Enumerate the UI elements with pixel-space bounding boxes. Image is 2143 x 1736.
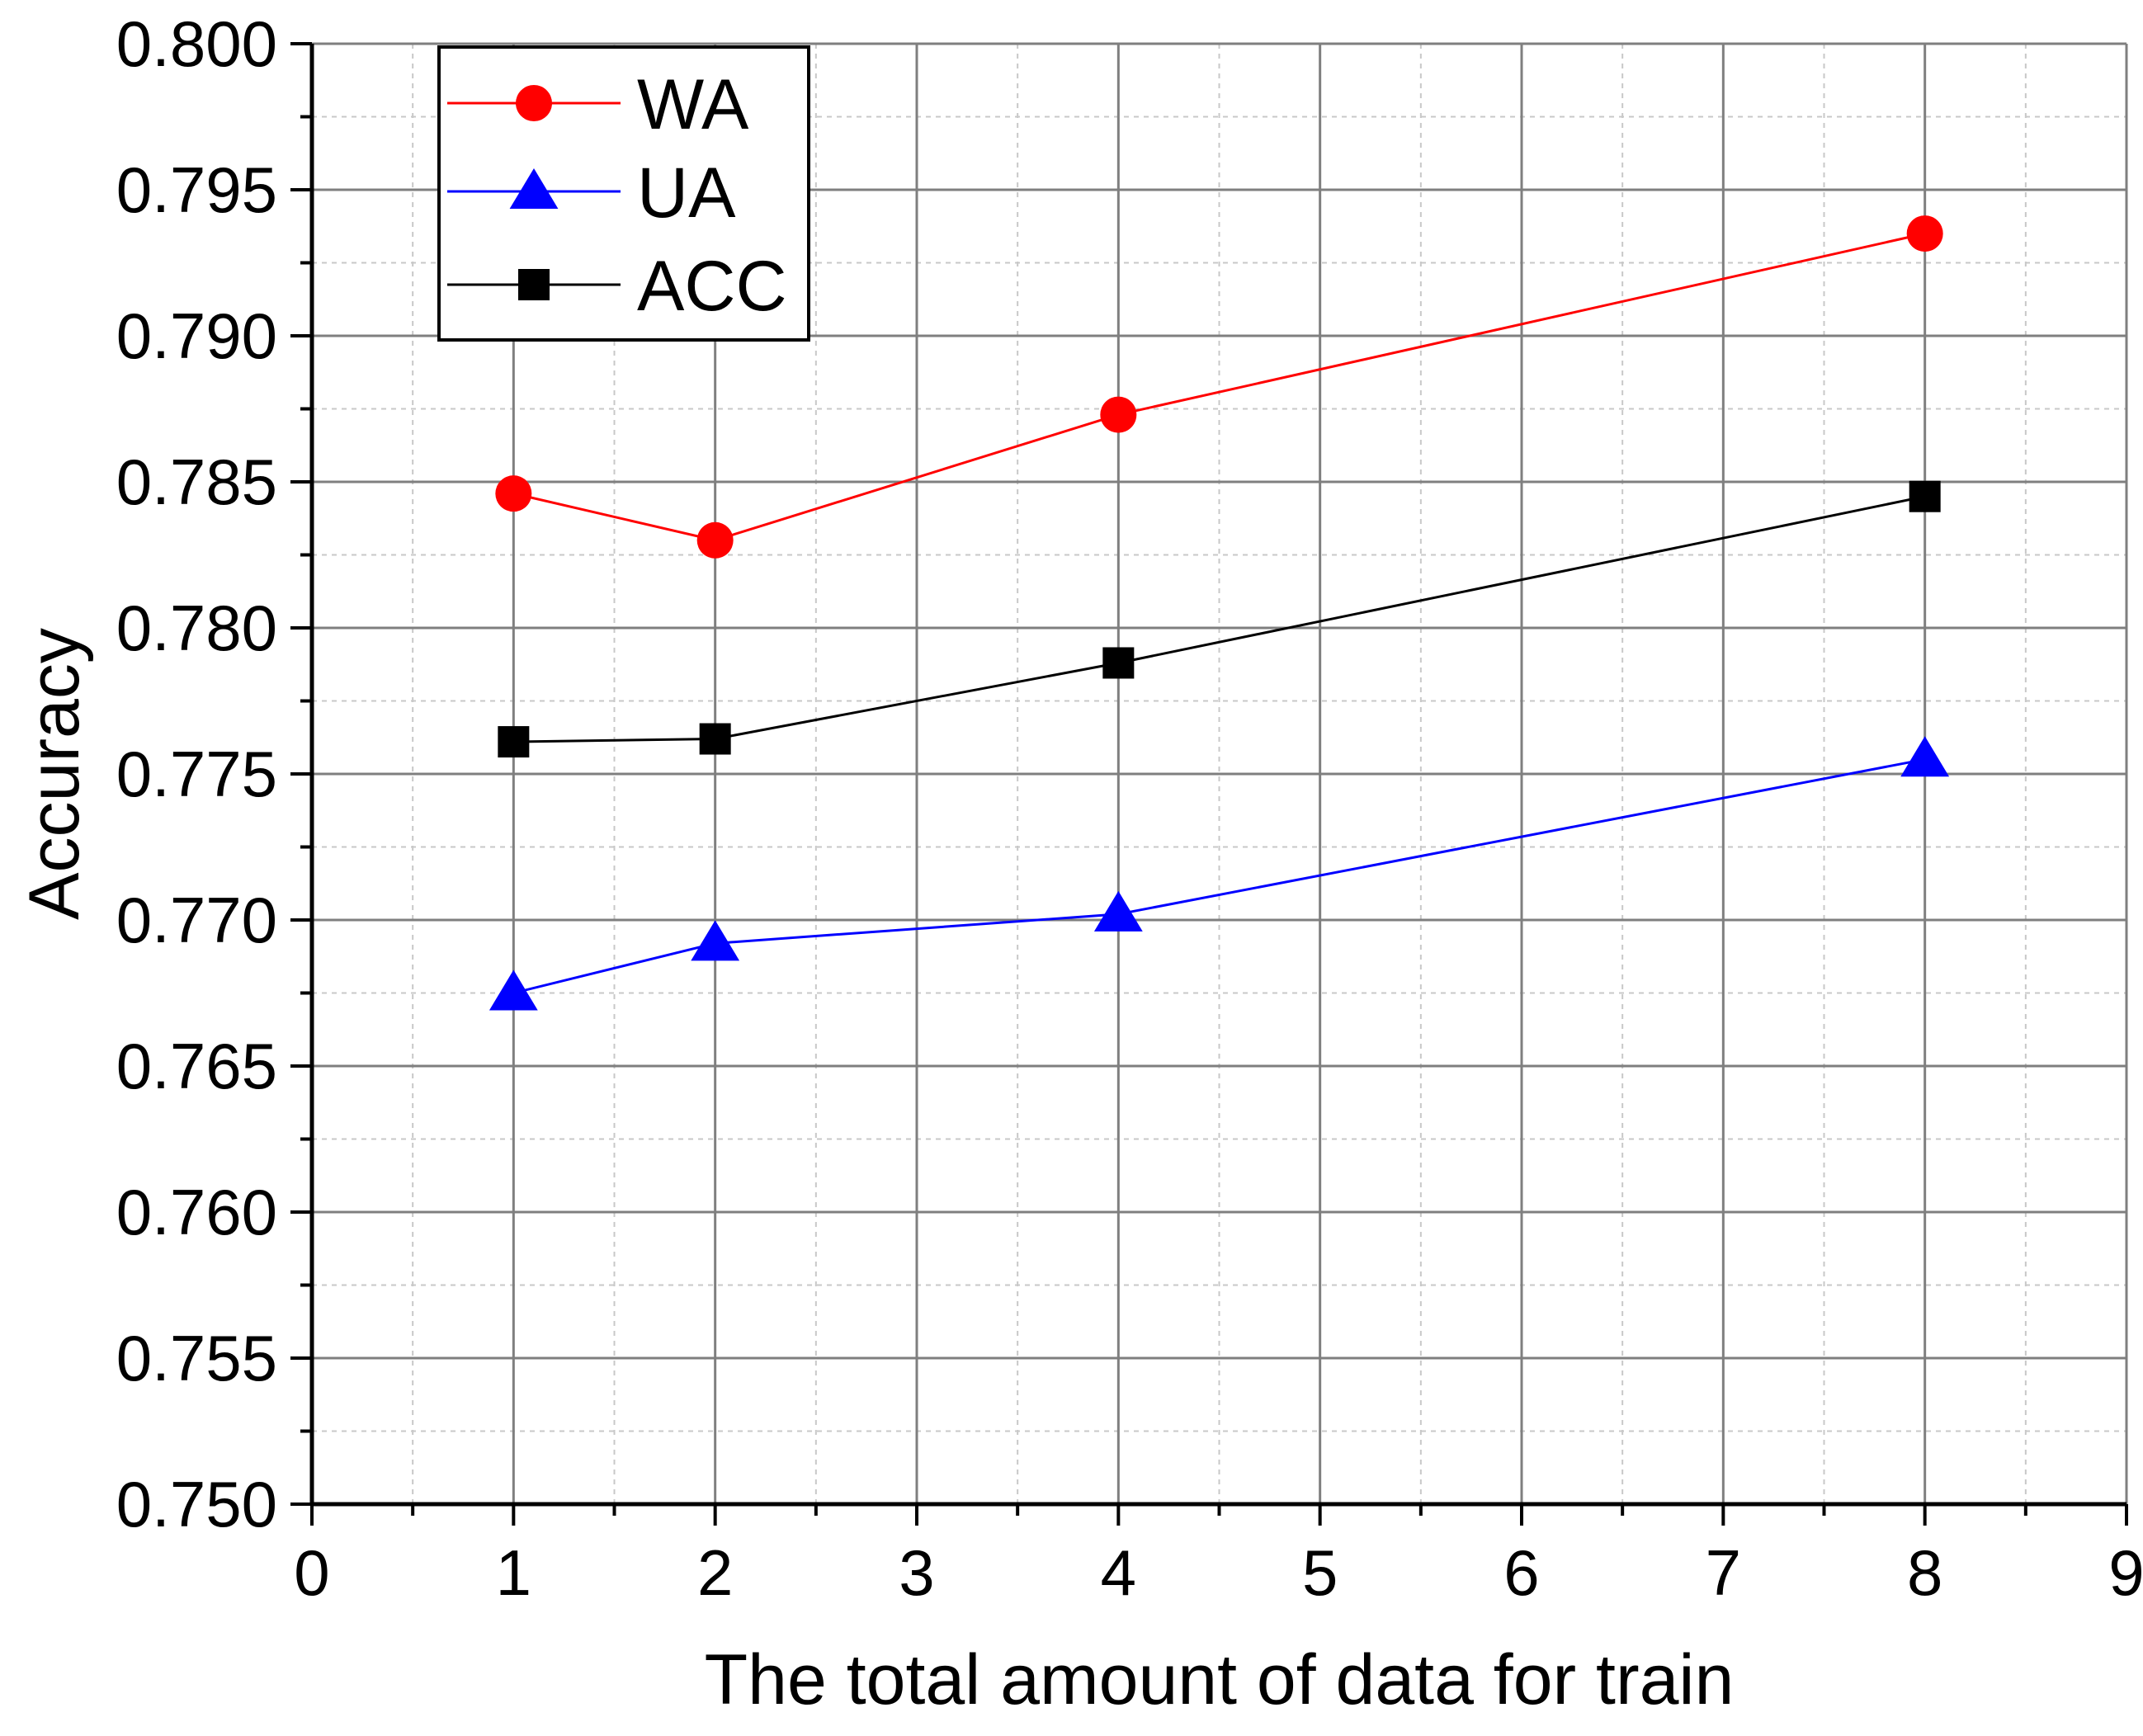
legend-marker-acc (518, 269, 550, 300)
x-axis-title: The total amount of data for train (705, 1640, 1735, 1719)
x-tick-label: 6 (1503, 1536, 1539, 1609)
y-axis-title: Accuracy (15, 628, 94, 920)
y-tick-label: 0.775 (116, 738, 277, 810)
x-tick-label: 5 (1302, 1536, 1338, 1609)
axis-labels: The total amount of data for train Accur… (15, 628, 1734, 1719)
y-tick-label: 0.785 (116, 446, 277, 518)
data-point-ua (1093, 890, 1143, 932)
legend-marker-ua (509, 168, 559, 209)
data-point-wa (495, 475, 532, 512)
data-point-ua (1900, 736, 1950, 777)
legend-box (437, 45, 810, 342)
data-point-ua (691, 920, 740, 961)
series-wa (495, 215, 1943, 559)
y-tick-label: 0.800 (116, 7, 277, 80)
series-ua (489, 736, 1950, 1011)
series-line-acc (513, 495, 1925, 743)
x-tick-label: 2 (697, 1536, 733, 1609)
series-line-ua (512, 757, 1925, 994)
data-point-wa (696, 521, 734, 559)
legend: WA UA ACC (437, 45, 810, 342)
axes: 0 1 2 3 4 5 6 7 8 9 0.750 0.755 0.760 0.765 0.770 0.775… (116, 7, 2143, 1609)
x-tick-label: 3 (899, 1536, 934, 1609)
y-tick-label: 0.760 (116, 1176, 277, 1248)
x-tick-label: 0 (294, 1536, 329, 1609)
x-tick-label: 9 (2108, 1536, 2143, 1609)
legend-label-wa: WA (637, 65, 749, 144)
series-acc (498, 480, 1941, 758)
legend-label-ua: UA (637, 153, 736, 233)
data-point-wa (1906, 215, 1943, 252)
y-tick-label: 0.790 (116, 300, 277, 372)
data-point-wa (1100, 396, 1137, 433)
data-point-acc (1102, 647, 1135, 679)
series-line-wa (512, 232, 1925, 542)
y-tick-label: 0.750 (116, 1468, 277, 1540)
legend-marker-wa (516, 85, 552, 121)
x-tick-label: 1 (496, 1536, 531, 1609)
data-point-acc (498, 726, 530, 758)
data-point-acc (699, 723, 731, 755)
y-tick-label: 0.770 (116, 884, 277, 956)
x-tick-label: 8 (1907, 1536, 1942, 1609)
x-tick-label: 7 (1706, 1536, 1741, 1609)
legend-label-acc: ACC (637, 247, 787, 326)
y-tick-label: 0.780 (116, 592, 277, 664)
y-tick-label: 0.795 (116, 153, 277, 226)
data-point-ua (489, 969, 538, 1011)
y-tick-label: 0.755 (116, 1322, 277, 1394)
data-point-acc (1909, 480, 1941, 512)
series-group (489, 215, 1950, 1011)
y-tick-label: 0.765 (116, 1030, 277, 1102)
x-tick-label: 4 (1101, 1536, 1136, 1609)
